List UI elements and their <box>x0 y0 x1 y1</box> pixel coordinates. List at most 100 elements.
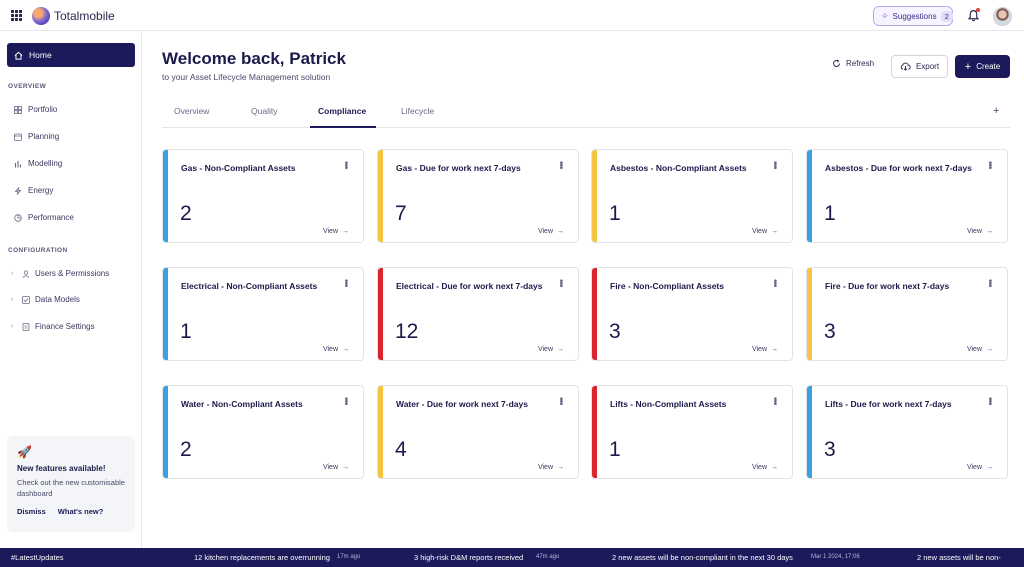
compliance-card[interactable]: Fire - Non-Compliant Assets ••• 3 View → <box>591 267 793 361</box>
sidebar-item-data-models[interactable]: › Data Models <box>11 295 80 304</box>
suggestions-button[interactable]: ✧ Suggestions 2 <box>873 6 953 26</box>
card-title: Lifts - Non-Compliant Assets <box>610 399 727 409</box>
compliance-card[interactable]: Water - Non-Compliant Assets ••• 2 View → <box>162 385 364 479</box>
compliance-card[interactable]: Lifts - Non-Compliant Assets ••• 1 View → <box>591 385 793 479</box>
more-options-icon[interactable]: ••• <box>984 161 995 169</box>
card-value: 4 <box>395 438 407 461</box>
ticker-tag[interactable]: #LatestUpdates <box>11 553 64 562</box>
sidebar-item-label: Finance Settings <box>35 322 95 331</box>
tab-overview[interactable]: Overview <box>174 106 210 116</box>
more-options-icon[interactable]: ••• <box>555 279 566 287</box>
status-bar <box>807 150 812 242</box>
export-button[interactable]: Export <box>891 55 948 78</box>
sidebar-item-energy[interactable]: Energy <box>14 186 53 195</box>
more-options-icon[interactable]: ••• <box>769 397 780 405</box>
view-link[interactable]: View → <box>752 464 778 471</box>
arrow-right-icon: → <box>342 464 349 471</box>
view-link[interactable]: View → <box>967 464 993 471</box>
view-link[interactable]: View → <box>323 228 349 235</box>
more-options-icon[interactable]: ••• <box>984 397 995 405</box>
chevron-right-icon[interactable]: › <box>11 323 14 330</box>
sidebar-item-finance-settings[interactable]: › Finance Settings <box>11 322 95 331</box>
view-link[interactable]: View → <box>538 228 564 235</box>
refresh-button[interactable]: Refresh <box>832 59 874 68</box>
card-title: Lifts - Due for work next 7-days <box>825 399 952 409</box>
more-options-icon[interactable]: ••• <box>769 279 780 287</box>
sidebar-item-portfolio[interactable]: Portfolio <box>14 105 57 114</box>
compliance-card[interactable]: Water - Due for work next 7-days ••• 4 View… <box>377 385 579 479</box>
more-options-icon[interactable]: ••• <box>769 161 780 169</box>
whats-new-link[interactable]: What's new? <box>57 507 104 516</box>
check-square-icon <box>22 295 30 304</box>
view-label: View <box>966 228 982 235</box>
view-link[interactable]: View → <box>323 464 349 471</box>
view-link[interactable]: View → <box>323 346 349 353</box>
sidebar-item-planning[interactable]: Planning <box>14 132 59 141</box>
status-bar <box>163 268 168 360</box>
view-link[interactable]: View → <box>538 464 564 471</box>
tab-lifecycle[interactable]: Lifecycle <box>401 106 435 116</box>
brand-name[interactable]: Totalmobile <box>54 9 115 23</box>
more-options-icon[interactable]: ••• <box>340 397 351 405</box>
tab-compliance[interactable]: Compliance <box>318 106 367 116</box>
arrow-right-icon: → <box>557 346 564 353</box>
sidebar-item-users-permissions[interactable]: › Users & Permissions <box>11 269 109 278</box>
view-link[interactable]: View → <box>752 346 778 353</box>
card-value: 3 <box>824 438 836 461</box>
ticker-message[interactable]: 2 new assets will be non- <box>917 553 1001 562</box>
add-tab-icon[interactable]: + <box>993 105 1000 117</box>
sidebar-item-home[interactable]: Home <box>7 43 135 67</box>
view-link[interactable]: View → <box>967 228 993 235</box>
notification-bell-icon[interactable] <box>967 9 980 22</box>
arrow-right-icon: → <box>986 464 993 471</box>
compliance-card[interactable]: Gas - Due for work next 7-days ••• 7 View → <box>377 149 579 243</box>
compliance-card[interactable]: Electrical - Due for work next 7-days •••… <box>377 267 579 361</box>
more-options-icon[interactable]: ••• <box>984 279 995 287</box>
view-label: View <box>537 228 553 235</box>
document-icon <box>22 322 30 331</box>
status-bar <box>592 268 597 360</box>
ticker-message[interactable]: 2 new assets will be non-compliant in th… <box>612 553 793 562</box>
compliance-card[interactable]: Fire - Due for work next 7-days ••• 3 View → <box>806 267 1008 361</box>
more-options-icon[interactable]: ••• <box>555 397 566 405</box>
view-link[interactable]: View → <box>538 346 564 353</box>
ticker-message[interactable]: 3 high-risk D&M reports received <box>414 553 524 562</box>
sidebar-item-label: Portfolio <box>28 105 58 114</box>
view-label: View <box>966 464 982 471</box>
brand-logo[interactable] <box>32 7 50 25</box>
arrow-right-icon: → <box>986 228 993 235</box>
sidebar-item-label: Planning <box>28 132 60 141</box>
sidebar-item-performance[interactable]: Performance <box>14 213 74 222</box>
view-link[interactable]: View → <box>967 346 993 353</box>
tab-quality[interactable]: Quality <box>251 106 278 116</box>
chart-icon <box>14 160 22 168</box>
view-label: View <box>751 228 767 235</box>
compliance-card[interactable]: Asbestos - Non-Compliant Assets ••• 1 View → <box>591 149 793 243</box>
card-title: Asbestos - Non-Compliant Assets <box>610 163 747 173</box>
more-options-icon[interactable]: ••• <box>555 161 566 169</box>
sidebar-item-modelling[interactable]: Modelling <box>14 159 62 168</box>
active-tab-indicator <box>310 126 376 128</box>
card-title: Electrical - Non-Compliant Assets <box>181 281 318 291</box>
status-bar <box>378 268 383 360</box>
app-launcher-icon[interactable] <box>11 10 22 21</box>
chevron-right-icon[interactable]: › <box>11 270 14 277</box>
ticker-time: Mar 1 2024, 17:06 <box>811 554 860 560</box>
more-options-icon[interactable]: ••• <box>340 279 351 287</box>
ticker-message[interactable]: 12 kitchen replacements are overrunning <box>194 553 330 562</box>
chevron-right-icon[interactable]: › <box>11 296 14 303</box>
more-options-icon[interactable]: ••• <box>340 161 351 169</box>
compliance-card[interactable]: Lifts - Due for work next 7-days ••• 3 View… <box>806 385 1008 479</box>
cloud-download-icon <box>900 62 911 71</box>
compliance-card[interactable]: Electrical - Non-Compliant Assets ••• 1 Vie… <box>162 267 364 361</box>
compliance-card[interactable]: Gas - Non-Compliant Assets ••• 2 View → <box>162 149 364 243</box>
card-value: 1 <box>609 438 621 461</box>
user-avatar[interactable] <box>993 7 1012 26</box>
create-label: Create <box>976 62 1001 71</box>
status-bar <box>592 150 597 242</box>
card-title: Fire - Due for work next 7-days <box>825 281 950 291</box>
view-link[interactable]: View → <box>752 228 778 235</box>
dismiss-link[interactable]: Dismiss <box>17 507 46 516</box>
compliance-card[interactable]: Asbestos - Due for work next 7-days ••• 1 V… <box>806 149 1008 243</box>
create-button[interactable]: + Create <box>955 55 1010 78</box>
